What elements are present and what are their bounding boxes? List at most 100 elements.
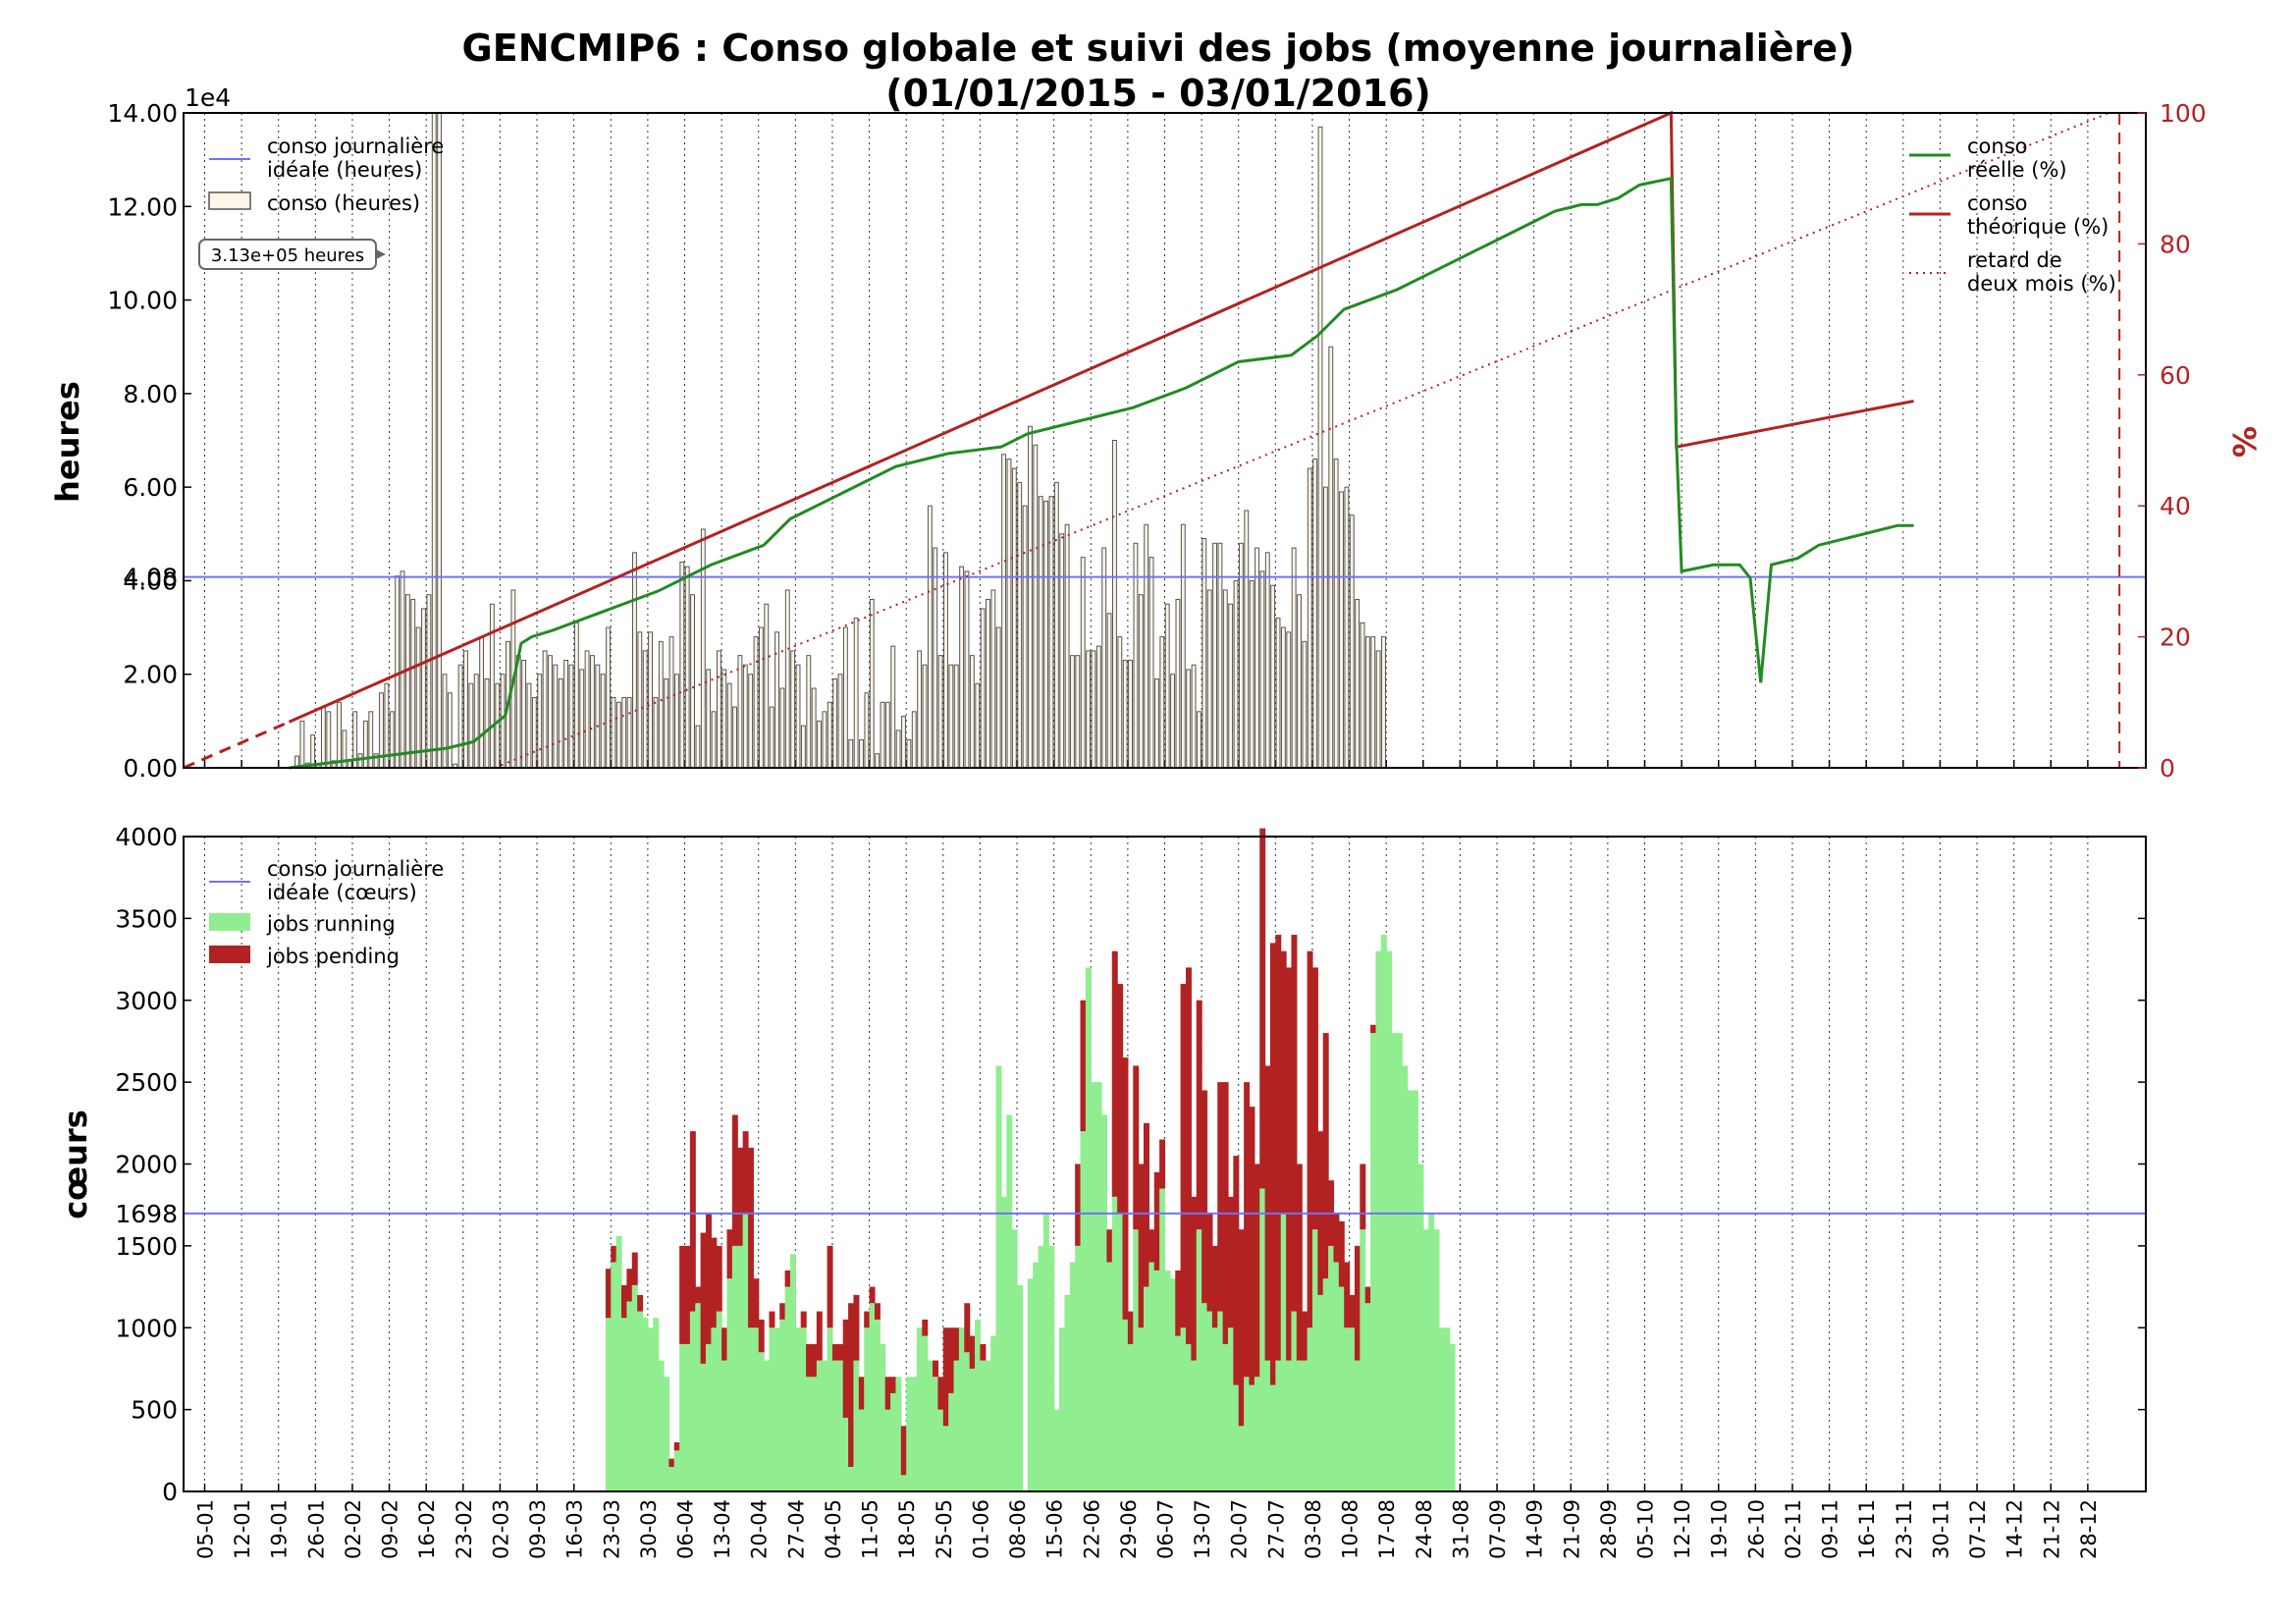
pending-bar [1191, 1196, 1198, 1361]
top-y-tick-label: 4.00 [123, 567, 178, 595]
pending-bar [1201, 1090, 1208, 1304]
x-tick-label: 28-09 [1597, 1499, 1621, 1559]
pending-bar [711, 1237, 718, 1328]
legend-theorique-line2: théorique (%) [1967, 215, 2109, 239]
x-tick-labels: 05-01 12-01 19-01 26-01 02-02 09-02 16-02 23-02… [193, 1499, 2100, 1559]
running-bar [1085, 967, 1092, 1491]
hours-bar [842, 626, 848, 769]
running-bar [837, 1360, 844, 1491]
hours-bar [1233, 579, 1239, 769]
pending-bar [679, 1245, 686, 1344]
running-bar [916, 1327, 923, 1491]
pending-bar [1075, 1164, 1082, 1246]
hours-bar [1148, 557, 1154, 769]
hours-bar [573, 622, 579, 769]
running-bar [1280, 1213, 1287, 1491]
hours-bar [937, 655, 943, 769]
hours-bar [1022, 505, 1028, 769]
x-tick-label: 09-03 [526, 1499, 550, 1559]
running-bar [753, 1327, 760, 1491]
pending-bar [1080, 1000, 1087, 1132]
hours-bar [1048, 496, 1054, 769]
pending-bar [673, 1441, 680, 1451]
x-tick-label: 12-01 [231, 1499, 254, 1559]
pending-bar [1307, 950, 1313, 1328]
x-tick-label: 07-12 [1966, 1499, 1990, 1559]
running-bar [1233, 1384, 1240, 1491]
hours-bar [753, 636, 759, 769]
pending-bar [1249, 1107, 1255, 1385]
hours-bar [832, 677, 838, 769]
running-bar [774, 1327, 780, 1491]
running-bar [705, 1343, 712, 1491]
hours-bar [721, 669, 727, 769]
pending-bar [1354, 1245, 1361, 1361]
pending-bar [1286, 967, 1293, 1361]
pending-bar [668, 1458, 675, 1467]
hours-bar [1344, 486, 1350, 769]
hours-bar [658, 640, 664, 769]
x-tick-label: 23-03 [600, 1499, 623, 1559]
running-bar [1244, 1377, 1251, 1491]
running-bar [653, 1318, 660, 1491]
hours-bar [395, 575, 400, 769]
running-bar [1148, 1262, 1155, 1491]
pending-bar [1144, 1122, 1149, 1287]
top-y2-tick-label: 100 [2160, 99, 2207, 128]
hours-bar [790, 650, 796, 769]
pending-bar [1370, 1024, 1377, 1034]
running-bar [1428, 1213, 1435, 1491]
running-bar [631, 1284, 638, 1491]
pending-bar [1217, 1082, 1224, 1312]
bottom-ideal-value-label: 1698 [115, 1200, 178, 1228]
hours-bar [1186, 669, 1192, 769]
hours-bar [584, 650, 590, 769]
pending-bar [806, 1343, 813, 1378]
hours-bar [426, 594, 432, 769]
hours-bar [1101, 547, 1107, 769]
x-tick-label: 09-02 [379, 1499, 402, 1559]
legend-ideal-hours-line2: idéale (heures) [267, 158, 422, 182]
hours-bar [531, 697, 537, 769]
hours-bar [489, 603, 495, 769]
top-ideal-value-label: 4.08 [123, 564, 178, 592]
theorique-line [288, 110, 1914, 724]
x-tick-label: 31-08 [1449, 1499, 1472, 1559]
hours-bar [784, 589, 790, 769]
running-bar [890, 1392, 897, 1491]
x-tick-label: 24-08 [1413, 1499, 1436, 1559]
pending-bar [742, 1131, 749, 1214]
running-bar [647, 1327, 654, 1491]
running-bar [1042, 1213, 1049, 1491]
running-bar [1122, 1319, 1129, 1491]
x-tick-label: 02-02 [342, 1499, 365, 1559]
pending-bar [1159, 1139, 1166, 1189]
hours-bar [404, 594, 410, 769]
pending-bar [842, 1319, 849, 1418]
running-bar [1264, 1360, 1271, 1491]
running-bar [1322, 1278, 1329, 1491]
hours-bar [642, 650, 648, 769]
top-y-ticks: 0.00 2.00 4.00 6.00 8.00 10.00 12.00 14.00 4.08 [107, 99, 191, 783]
hours-bar [537, 674, 543, 769]
hours-bar [600, 674, 606, 769]
hours-bar [1375, 650, 1381, 769]
hours-bar [695, 725, 701, 769]
hours-bar [1164, 603, 1170, 769]
running-bar [806, 1377, 813, 1491]
hours-bar [1086, 650, 1092, 769]
hours-bar [1349, 514, 1355, 769]
hours-bar [1259, 570, 1265, 769]
hours-bar [953, 664, 959, 769]
pending-bar [964, 1303, 971, 1353]
bottom-y-ticks: 0 500 1000 1500 2000 2500 3000 3500 4000 1698 [115, 823, 2146, 1506]
legend-pending-swatch [209, 946, 250, 963]
running-bar [1296, 1360, 1303, 1491]
running-bar [900, 1475, 907, 1491]
legend-bars-swatch [208, 191, 251, 210]
hours-bar [890, 645, 896, 769]
pending-bar [1196, 1000, 1202, 1230]
x-tick-label: 21-09 [1560, 1499, 1583, 1559]
top-y2-tick-label: 60 [2160, 361, 2191, 390]
pending-bar [716, 1245, 722, 1312]
